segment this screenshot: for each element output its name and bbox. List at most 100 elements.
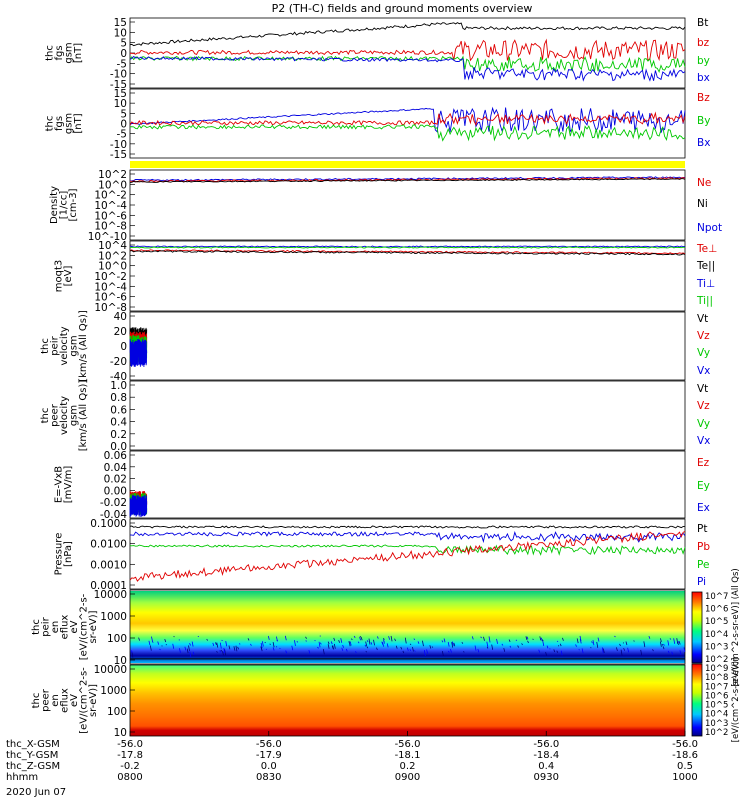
legend-entry: Vz — [697, 400, 710, 412]
panel-3: 10^210^010^-210^-410^-610^-810^-10Densit… — [49, 169, 722, 243]
series-bt — [130, 23, 685, 46]
series-bz — [130, 113, 685, 125]
legend-entry: Bz — [697, 92, 710, 104]
x-tick-label: 0.5 — [677, 761, 693, 772]
legend-entry: Ne — [697, 177, 711, 189]
panel-frame — [130, 451, 685, 518]
panel-frame — [130, 312, 685, 380]
legend-entry: bz — [697, 37, 710, 49]
legend-entry: Ti⊥ — [696, 278, 715, 290]
y-tick-label: -0.02 — [100, 497, 127, 509]
y-tick-label: 0.2 — [110, 429, 127, 441]
spectrogram-noise — [306, 641, 307, 642]
x-row-label: thc_X-GSM — [6, 739, 60, 750]
legend-entry: Npot — [697, 222, 722, 234]
x-row-label: thc_Z-GSM — [6, 761, 60, 772]
panel-frame — [130, 519, 685, 589]
y-tick-label: 0.00 — [104, 485, 127, 497]
upper-spectrogram — [130, 591, 685, 663]
x-tick-label: -56.0 — [672, 739, 698, 750]
x-tick-label: -17.9 — [256, 750, 282, 761]
legend-entry: Ni — [697, 198, 708, 210]
x-tick-label: 0.0 — [261, 761, 277, 772]
upper-colorbar-tick: 10^6 — [705, 605, 728, 615]
legend-entry: Bt — [697, 17, 708, 29]
x-tick-label: -0.2 — [120, 761, 140, 772]
lower-colorbar — [692, 664, 702, 736]
legend-entry: Ti|| — [696, 295, 713, 307]
upper-colorbar-tick: 10^4 — [705, 630, 728, 640]
y-tick-label: 40 — [114, 311, 127, 323]
y-axis-label: [nPa] — [63, 541, 74, 567]
y-axis-label: [cm-3] — [68, 188, 79, 221]
x-tick-label: 0830 — [256, 772, 281, 783]
y-tick-label: 10000 — [94, 589, 127, 601]
y-axis-label: [nT] — [73, 113, 84, 133]
legend-entry: Vt — [697, 313, 708, 325]
y-tick-label: 0.4 — [110, 417, 127, 429]
y-axis-label: [km/s (All Qs)] — [78, 380, 89, 452]
upper-colorbar-tick: 10^5 — [705, 617, 728, 627]
lower-spectrogram — [130, 665, 685, 736]
x-tick-label: -56.0 — [256, 739, 282, 750]
y-tick-label: 0.1000 — [90, 518, 127, 530]
y-axis-label: sr-eV)] — [88, 610, 99, 643]
y-axis-label: [nT] — [73, 43, 84, 63]
legend-entry: Ez — [697, 457, 710, 469]
upper-colorbar-tick: 10^3 — [705, 642, 728, 652]
panel-8: 0.10000.01000.00100.0001Pressure[nPa]PtP… — [54, 518, 711, 592]
legend-entry: Vy — [697, 347, 710, 359]
legend-entry: Te|| — [696, 260, 715, 272]
upper-colorbar-tick: 10^7 — [705, 592, 728, 602]
spectrogram-noise — [516, 640, 517, 641]
legend-entry: Te⊥ — [696, 243, 717, 255]
y-tick-label: 100 — [107, 633, 127, 645]
y-tick-label: 1.0 — [110, 380, 127, 392]
legend-entry: Bx — [697, 137, 710, 149]
y-tick-label: 0.06 — [104, 450, 128, 462]
x-tick-label: 0.4 — [538, 761, 554, 772]
spectrogram-noise — [270, 644, 271, 645]
x-tick-label: -56.0 — [117, 739, 143, 750]
legend-entry: Vt — [697, 383, 708, 395]
y-axis-label: [km/s (All Qs)] — [78, 310, 89, 382]
y-tick-label: 0.8 — [110, 392, 127, 404]
upper-colorbar — [692, 592, 702, 663]
y-tick-label: 0.02 — [104, 474, 127, 486]
series-by — [130, 57, 685, 73]
legend-entry: Vz — [697, 330, 710, 342]
chart-title: P2 (TH-C) fields and ground moments over… — [272, 2, 533, 15]
x-tick-label: -18.1 — [395, 750, 421, 761]
spectrogram-noise — [533, 639, 534, 640]
legend-entry: Pi — [697, 576, 706, 588]
y-tick-label: -20 — [110, 356, 127, 368]
y-tick-label: 0.0100 — [90, 539, 127, 551]
series-v3 — [130, 339, 147, 367]
series-pe — [130, 545, 685, 555]
panel-frame — [130, 381, 685, 450]
legend-entry: by — [697, 55, 710, 67]
series-tipar — [130, 247, 685, 248]
spectrogram-noise — [579, 649, 580, 650]
x-tick-label: 0800 — [117, 772, 142, 783]
panel-frame — [130, 89, 685, 158]
y-tick-label: 10 — [114, 727, 127, 739]
lower-colorbar-title: [eV/(cm^2-s-sr-eV)] — [731, 658, 741, 743]
series-bx — [130, 57, 685, 81]
y-tick-label: 0.0010 — [90, 559, 127, 571]
quality-bar — [130, 161, 685, 168]
y-axis-label: [mV/m] — [63, 466, 74, 504]
y-axis-label: sr-eV)] — [88, 684, 99, 717]
series-e2 — [130, 495, 147, 517]
y-tick-label: -15 — [110, 149, 127, 161]
x-tick-label: 0.2 — [400, 761, 416, 772]
legend-entry: Pt — [697, 523, 707, 535]
legend-entry: Vx — [697, 435, 710, 447]
panel-frame — [130, 18, 685, 88]
date-label: 2020 Jun 07 — [6, 787, 66, 798]
legend-entry: Pe — [697, 559, 709, 571]
